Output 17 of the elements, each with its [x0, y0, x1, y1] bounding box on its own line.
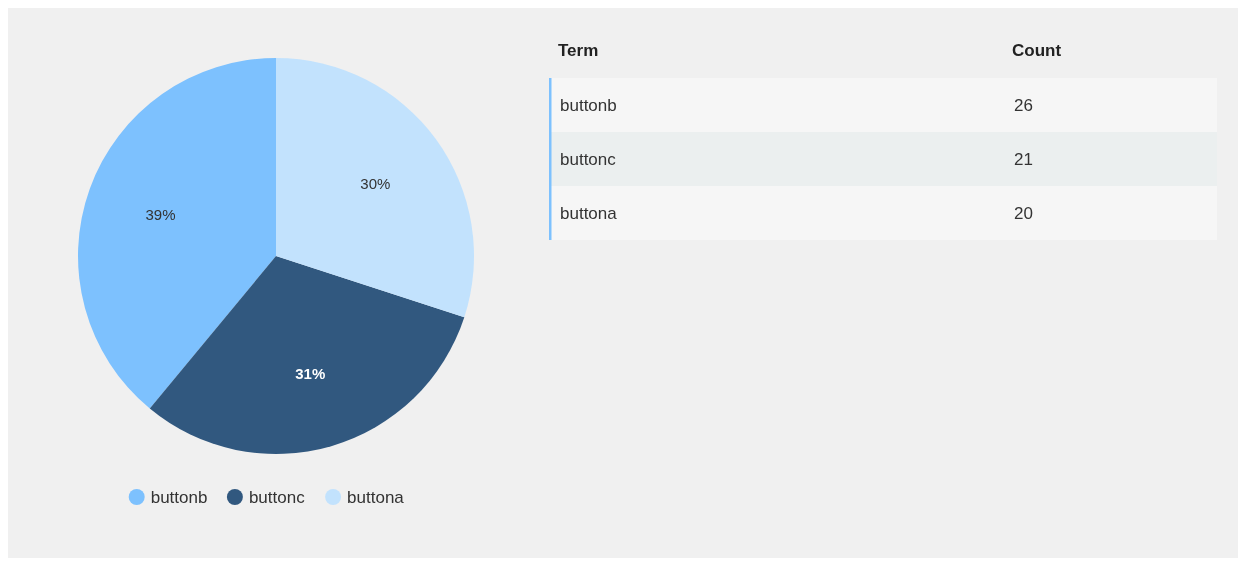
data-label: 21	[1014, 149, 1033, 169]
pie-slice	[149, 256, 465, 454]
category-label: buttonc	[560, 149, 617, 169]
data-label: 20	[1014, 203, 1033, 223]
legend-label: buttonc	[248, 487, 306, 507]
category-label: buttona	[560, 203, 618, 223]
data-label: 39%	[145, 205, 176, 223]
legend-label: buttonb	[150, 487, 208, 507]
category-label: buttonb	[560, 95, 617, 115]
text: Count	[1012, 40, 1062, 60]
data-label: 26	[1014, 95, 1033, 115]
pie-slice	[78, 58, 276, 409]
legend-label: buttona	[347, 487, 405, 507]
pie-slice	[276, 58, 474, 318]
text: Term	[558, 40, 599, 60]
data-label: 31%	[295, 365, 326, 383]
data-label: 30%	[360, 175, 391, 193]
